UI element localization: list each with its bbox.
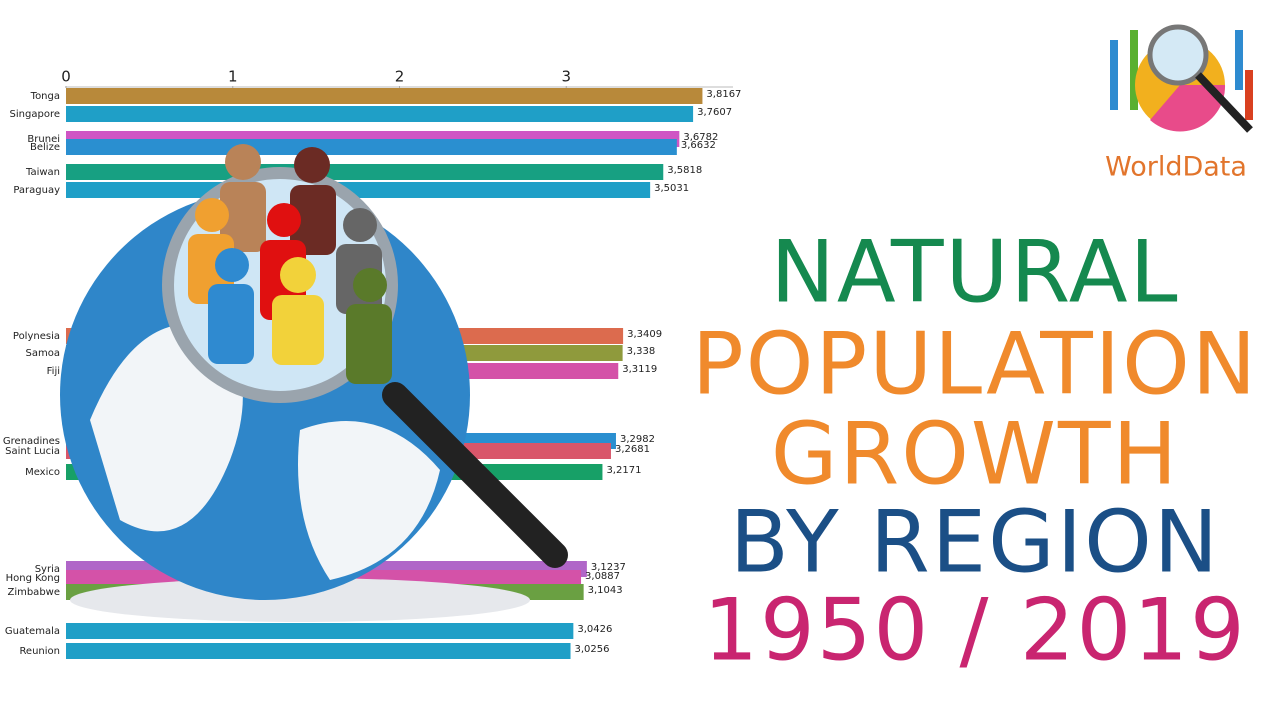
title-line: POPULATION [692,314,1258,414]
value-label: 3,0426 [577,624,612,635]
value-label: 3,5818 [667,165,702,176]
y-tick-label: Tonga [30,91,60,102]
value-label: 3,1043 [588,585,623,596]
x-tick-label: 3 [561,68,571,86]
x-tick-label: 2 [395,68,405,86]
y-tick-label: Guatemala [5,626,60,637]
shadow [70,578,530,622]
value-label: 3,3409 [627,329,662,340]
bar [66,88,703,104]
value-label: 3,2171 [606,465,641,476]
continent [90,324,243,532]
logo-icon [1110,24,1253,133]
y-tick-label: Belize [30,142,60,153]
title-line: 1950 / 2019 [703,580,1246,680]
globe-illustration [60,144,568,622]
bar [66,643,571,659]
y-tick-label: Samoa [26,348,60,359]
y-tick-label: Reunion [19,646,60,657]
y-tick-label: Syria [35,564,60,575]
value-label: 3,6632 [681,140,716,151]
bar [66,106,694,122]
title-line: BY REGION [730,492,1220,592]
y-tick-label: Taiwan [25,167,60,178]
x-tick-label: 0 [61,68,71,86]
bar [66,139,677,155]
x-tick-label: 1 [228,68,238,86]
bar [66,623,574,639]
y-tick-label: Brunei [27,134,60,145]
y-tick-label: Polynesia [13,331,60,342]
continent [298,421,440,580]
value-label: 3,5031 [654,183,689,194]
value-label: 3,2681 [615,444,650,455]
logo-text: WorldData [1105,152,1247,183]
value-label: 3,338 [627,346,656,357]
y-tick-label: Hong Kong [6,573,60,584]
value-label: 3,0256 [575,644,610,655]
value-label: 3,6782 [683,132,718,143]
title-line: GROWTH [771,404,1179,504]
title-line: NATURAL [771,222,1180,322]
y-tick-label: Fiji [47,366,60,377]
y-tick-label: Paraguay [13,185,60,196]
value-label: 3,1237 [591,562,626,573]
magnifier-handle [382,382,568,568]
people [188,144,392,384]
value-label: 3,2982 [620,434,655,445]
bar [66,164,664,180]
y-tick-label: Grenadines [3,436,60,447]
value-label: 3,3119 [622,364,657,375]
y-tick-label: Saint Lucia [5,446,60,457]
y-tick-label: Mexico [25,467,60,478]
value-label: 3,0887 [585,571,620,582]
value-label: 3,8167 [706,89,741,100]
y-tick-label: Zimbabwe [7,587,60,598]
y-tick-label: Singapore [10,109,60,120]
bar [66,182,651,198]
value-label: 3,7607 [697,107,732,118]
